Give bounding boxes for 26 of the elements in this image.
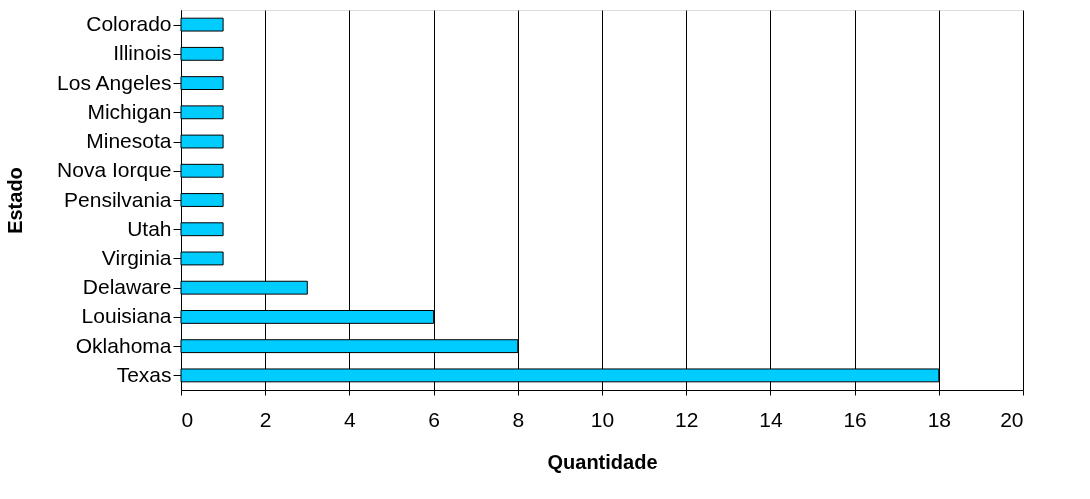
y-tick-label: Michigan xyxy=(87,99,172,123)
y-tick-label: Pensilvania xyxy=(64,187,172,211)
y-tick-label: Minesota xyxy=(86,129,172,153)
x-tick-label: 6 xyxy=(428,407,440,431)
y-tick-label: Utah xyxy=(127,216,172,240)
y-tick-label: Illinois xyxy=(113,41,172,65)
y-tick-label: Delaware xyxy=(82,275,172,299)
x-tick-label: 2 xyxy=(259,407,272,431)
y-axis-title: Estado xyxy=(3,167,26,234)
y-tick-label: Oklahoma xyxy=(75,333,172,357)
y-tick-label: Nova Iorque xyxy=(57,158,172,182)
y-tick-label: Los Angeles xyxy=(57,70,172,94)
x-tick-label: 12 xyxy=(675,407,699,431)
x-tick-label: 18 xyxy=(927,407,951,431)
x-tick-label: 0 xyxy=(181,407,194,431)
x-tick-label: 20 xyxy=(1000,407,1024,431)
y-tick-label: Louisiana xyxy=(81,304,172,328)
x-tick-label: 8 xyxy=(512,407,525,431)
x-tick-label: 16 xyxy=(843,407,867,431)
x-axis-title: Quantidade xyxy=(547,450,658,473)
y-tick-label: Virginia xyxy=(101,245,172,269)
x-tick-label: 14 xyxy=(759,407,783,431)
x-tick-label: 10 xyxy=(590,407,615,431)
y-tick-label: Texas xyxy=(116,362,172,386)
x-tick-label: 4 xyxy=(344,407,357,431)
y-tick-label: Colorado xyxy=(86,12,172,36)
